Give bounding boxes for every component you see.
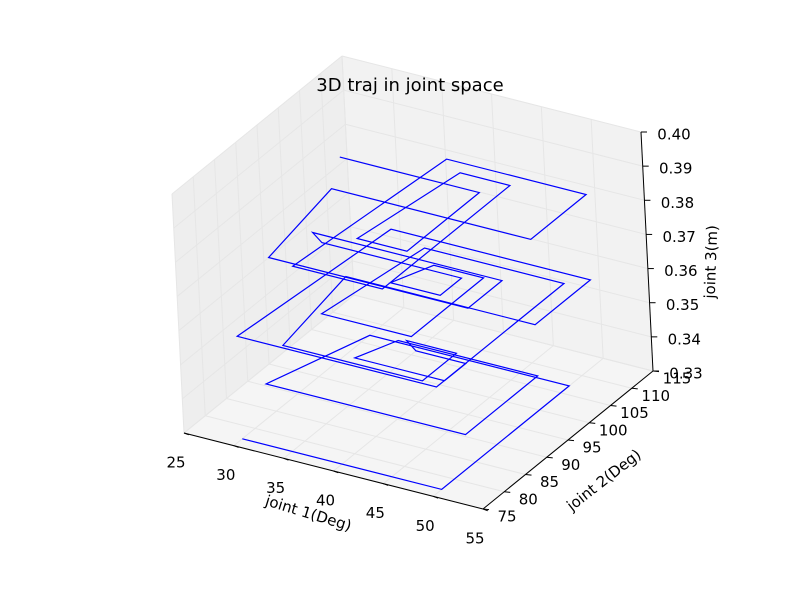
grid-line-z-left [178,192,350,331]
grid-line-y-left [256,124,270,365]
x-tick-label: 55 [465,530,484,548]
y-tick-label: 75 [497,508,516,526]
grid-line-z-back [345,123,645,201]
grid-line-z-left [183,294,355,434]
y-tick-mark [567,439,575,442]
series-group [235,156,592,491]
y-tick-mark [589,422,596,424]
z-tick-label: 0.33 [669,365,702,383]
y-tick-label: 110 [641,387,670,405]
y-tick-label: 100 [599,421,628,439]
grid-line-z-left [175,123,346,263]
grid-line-y-left [341,55,355,296]
x-tick-mark [233,445,239,448]
x-tick-label: 35 [266,479,285,497]
z-tick-label: 0.39 [659,160,692,178]
y-tick-label: 115 [663,370,692,388]
grid-line-x-back [391,68,405,308]
z-tick-label: 0.37 [662,228,695,246]
y-tick-label: 85 [540,473,559,491]
z-tick-label: 0.40 [657,126,690,144]
grid-line-y-left [171,193,185,434]
grid-line-x-back [491,93,504,334]
y-tick-mark [631,387,638,390]
grid-line-y-left [192,176,206,416]
grid-line-z-back [350,226,650,304]
z-axis-line [640,131,654,372]
x-tick-mark [432,495,439,499]
grid-line-z-left [171,55,343,195]
z-tick-label: 0.34 [668,330,701,348]
y-tick-mark [482,508,490,511]
x-tick-mark [283,457,289,461]
y-tick-label: 90 [561,456,580,474]
grid-line-y-left [277,107,291,347]
y-tick-mark [525,474,532,476]
grid-line-z-left [173,89,345,229]
z-tick-label: 0.35 [666,296,699,314]
x-tick-label: 30 [216,466,235,484]
z-tick-label: 0.38 [661,194,694,212]
grid-line-y-left [214,159,227,399]
z-axis-label: joint 3(m) [701,225,722,300]
x-tick-mark [183,432,189,436]
grid-line-z-left [176,158,348,297]
x-tick-label: 25 [166,454,185,472]
x-tick-label: 50 [416,517,435,535]
grid-line-z-back [341,55,642,133]
y-tick-label: 105 [620,404,649,422]
grid-line-y-left [299,90,312,330]
x-tick-mark [383,483,389,486]
series-0-line [235,156,592,491]
y-tick-mark [546,456,553,459]
grid-line-y-left [320,73,334,313]
grid-line-y-left [235,142,249,382]
axes-ticks: 25 30 35 40 45 50 55 75808590951001051101150.33… [166,126,702,548]
grid-line-x-back [441,81,455,321]
x-tick-mark [333,470,339,474]
x-tick-label: 40 [316,492,335,510]
grid-line-z-left [180,226,351,366]
y-tick-mark [610,405,617,407]
grid-line-z-back [343,89,643,167]
y-tick-label: 95 [582,439,601,457]
grid-line-x-back [590,119,604,359]
y-tick-mark [504,491,511,493]
x-tick-label: 45 [366,504,385,522]
z-tick-label: 0.36 [664,262,697,280]
y-tick-label: 80 [519,490,538,508]
grid-line-z-left [181,260,353,400]
chart-title: 3D traj in joint space [316,75,503,96]
